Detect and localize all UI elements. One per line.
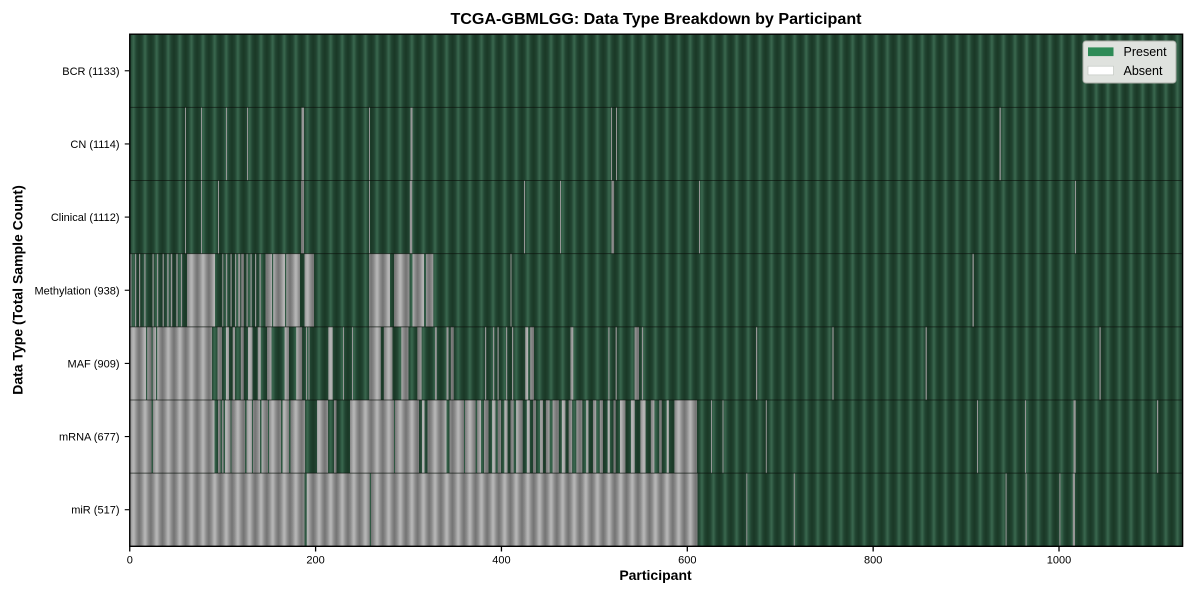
svg-text:miR (517): miR (517) <box>71 505 119 517</box>
svg-text:mRNA (677): mRNA (677) <box>59 432 120 444</box>
svg-text:800: 800 <box>864 555 882 567</box>
svg-text:Clinical (1112): Clinical (1112) <box>51 212 120 224</box>
svg-text:CN (1114): CN (1114) <box>70 139 119 151</box>
svg-text:Absent: Absent <box>1124 64 1163 78</box>
svg-text:Methylation (938): Methylation (938) <box>35 285 120 297</box>
svg-text:600: 600 <box>678 555 696 567</box>
svg-text:TCGA-GBMLGG: Data Type Breakdo: TCGA-GBMLGG: Data Type Breakdown by Part… <box>450 10 862 28</box>
svg-text:200: 200 <box>306 555 324 567</box>
svg-text:1000: 1000 <box>1047 555 1071 567</box>
svg-text:BCR (1133): BCR (1133) <box>62 66 119 78</box>
svg-text:400: 400 <box>492 555 510 567</box>
svg-text:Present: Present <box>1124 45 1168 59</box>
svg-text:Participant: Participant <box>619 567 692 583</box>
svg-text:Data Type (Total Sample Count): Data Type (Total Sample Count) <box>10 185 26 395</box>
svg-text:0: 0 <box>127 555 133 567</box>
svg-text:MAF (909): MAF (909) <box>68 358 120 370</box>
